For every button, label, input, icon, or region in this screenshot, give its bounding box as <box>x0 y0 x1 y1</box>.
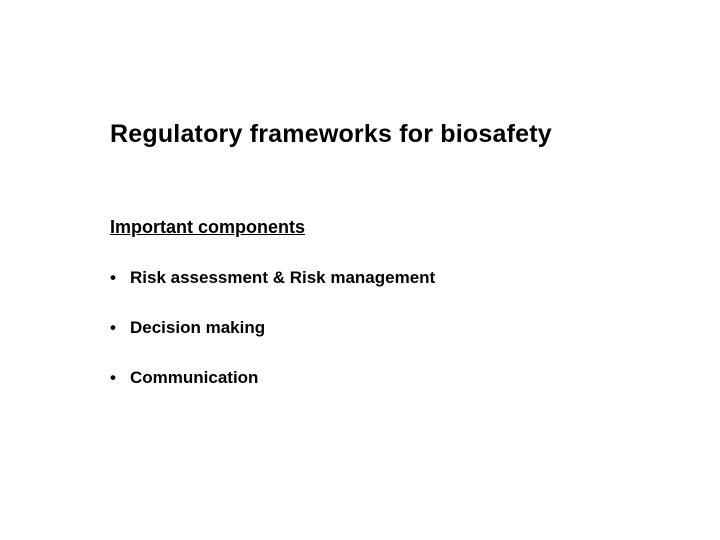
bullet-text: Decision making <box>130 318 265 337</box>
list-item: • Risk assessment & Risk management <box>110 268 660 288</box>
bullet-icon: • <box>110 269 116 286</box>
bullet-text: Risk assessment & Risk management <box>130 268 435 287</box>
list-item: • Decision making <box>110 318 660 338</box>
list-item: • Communication <box>110 368 660 388</box>
slide: Regulatory frameworks for biosafety Impo… <box>0 0 720 540</box>
bullet-text: Communication <box>130 368 258 387</box>
bullet-icon: • <box>110 319 116 336</box>
bullet-icon: • <box>110 369 116 386</box>
slide-title: Regulatory frameworks for biosafety <box>110 120 660 149</box>
bullet-list: • Risk assessment & Risk management • De… <box>110 268 660 388</box>
slide-subhead: Important components <box>110 217 660 238</box>
